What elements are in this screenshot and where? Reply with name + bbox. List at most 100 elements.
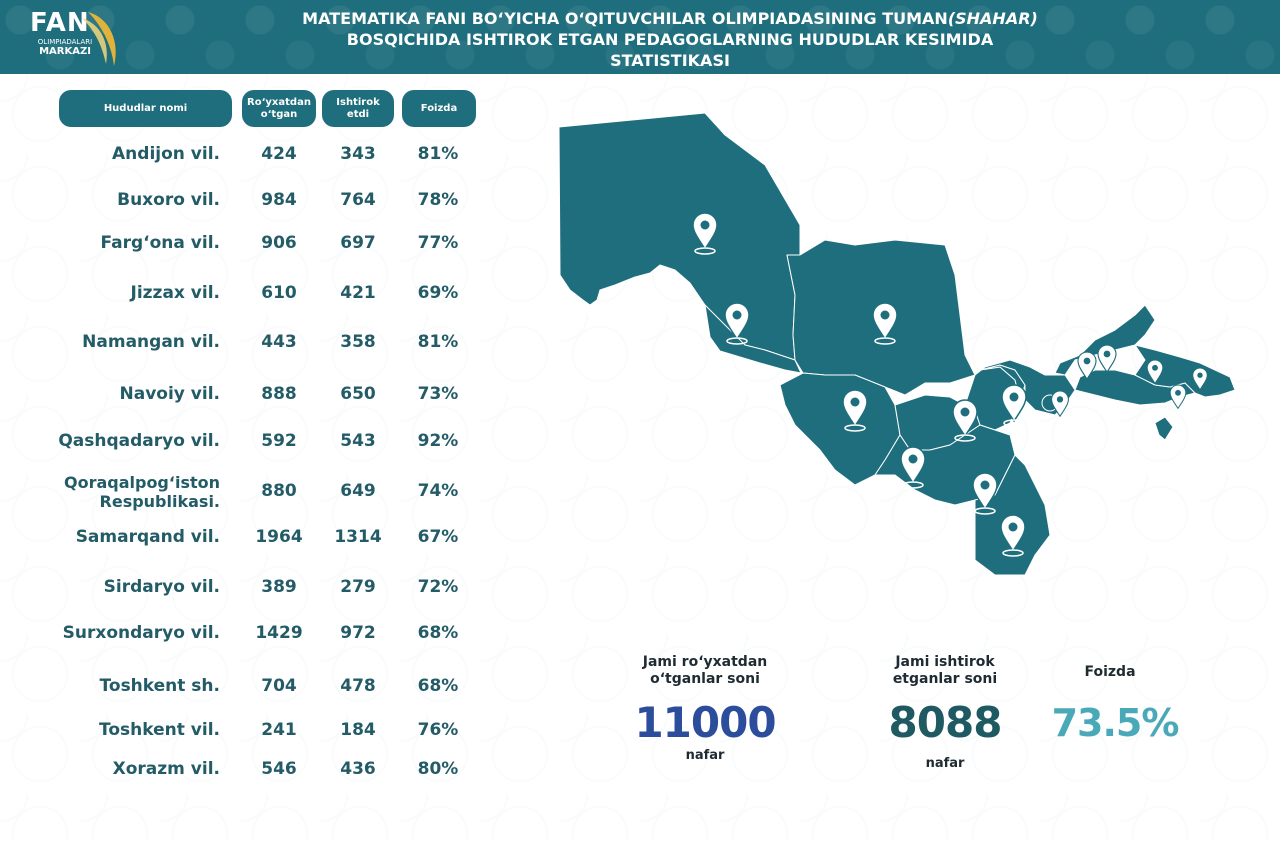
table-row: Xorazm vil. 546 436 80% — [0, 754, 520, 784]
total-participated-value: 8088 — [888, 698, 1003, 747]
table-row: Toshkent vil. 241 184 76% — [0, 715, 520, 745]
logo-line1: OLIMPIADALARI — [37, 38, 93, 46]
participated-count: 343 — [340, 144, 376, 164]
region-name: Jizzax vil. — [130, 282, 221, 303]
table-row: Qashqadaryo vil. 592 543 92% — [0, 426, 520, 456]
total-registered-value: 11000 — [634, 698, 776, 747]
region-name: Namangan vil. — [82, 331, 220, 352]
table-row: Sirdaryo vil. 389 279 72% — [0, 572, 520, 602]
location-pin-icon — [724, 302, 750, 345]
region-name: Toshkent vil. — [99, 719, 220, 740]
percent-value: 81% — [417, 144, 459, 164]
location-pin-icon — [1001, 384, 1027, 427]
location-pin-icon — [872, 302, 898, 345]
region-xorazm — [704, 304, 802, 374]
region-name: Farg‘ona vil. — [100, 232, 220, 253]
logo-brand: FAN — [30, 8, 90, 38]
registered-count: 241 — [261, 720, 297, 740]
registered-count: 1964 — [255, 527, 303, 547]
registered-count: 880 — [261, 481, 297, 501]
location-pin-icon — [972, 472, 998, 515]
header-pattern — [0, 0, 1280, 74]
region-qoraqalpogiston — [558, 112, 801, 361]
location-pin-icon — [952, 399, 978, 442]
participated-count: 650 — [340, 384, 376, 404]
location-pin-icon — [1146, 359, 1164, 385]
title-line1-emphasis: (SHAHAR) — [947, 9, 1038, 28]
percent-value: 68% — [417, 623, 459, 643]
participated-count: 697 — [340, 233, 376, 253]
total-registered-label: Jami ro‘yxatdan o‘tganlar soni — [620, 654, 790, 688]
location-pin-icon — [1097, 344, 1117, 374]
logo-swoosh-icon — [82, 12, 116, 66]
table-row: Qoraqalpog‘iston Respublikasi. 880 649 7… — [0, 473, 520, 511]
registered-count: 546 — [261, 759, 297, 779]
registered-count: 906 — [261, 233, 297, 253]
participated-count: 279 — [340, 577, 376, 597]
column-header-region: Hududlar nomi — [59, 90, 232, 127]
column-header-percent: Foizda — [402, 90, 476, 127]
region-name: Qoraqalpog‘iston Respublikasi. — [63, 473, 220, 511]
region-andijon — [1134, 344, 1236, 398]
logo-line2: MARKAZI — [39, 46, 91, 57]
participated-count: 358 — [340, 332, 376, 352]
column-header-registered: Ro‘yxatdan o‘tgan — [242, 90, 316, 127]
percent-value: 67% — [417, 527, 459, 547]
location-pin-icon — [1000, 514, 1026, 557]
registered-count: 424 — [261, 144, 297, 164]
uzbekistan-map-icon — [558, 112, 1236, 576]
total-participated-label-line1: Jami ishtirok — [895, 654, 995, 670]
registered-count: 984 — [261, 190, 297, 210]
participated-count: 764 — [340, 190, 376, 210]
table-row: Jizzax vil. 610 421 69% — [0, 278, 520, 308]
total-registered-unit: nafar — [685, 748, 725, 763]
column-header-participated: Ishtirok etdi — [322, 90, 394, 127]
region-name: Qashqadaryo vil. — [58, 430, 220, 451]
registered-count: 888 — [261, 384, 297, 404]
map-pins — [692, 212, 1208, 557]
total-percent-value: 73.5% — [1051, 701, 1180, 745]
percent-value: 73% — [417, 384, 459, 404]
percent-value: 72% — [417, 577, 459, 597]
location-pin-icon — [1077, 351, 1097, 381]
location-pin-icon — [1192, 367, 1208, 391]
percent-value: 69% — [417, 283, 459, 303]
participated-count: 1314 — [334, 527, 382, 547]
region-name: Sirdaryo vil. — [103, 576, 220, 597]
percent-value: 76% — [417, 720, 459, 740]
participated-count: 436 — [340, 759, 376, 779]
region-name: Navoiy vil. — [119, 383, 220, 404]
registered-count: 443 — [261, 332, 297, 352]
registered-count: 704 — [261, 676, 297, 696]
title-line1: MATEMATIKA FANI BO‘YICHA O‘QITUVCHILAR O… — [302, 9, 948, 28]
page-title: MATEMATIKA FANI BO‘YICHA O‘QITUVCHILAR O… — [230, 8, 1110, 71]
percent-value: 68% — [417, 676, 459, 696]
location-pin-icon — [842, 389, 868, 432]
table-row: Namangan vil. 443 358 81% — [0, 327, 520, 357]
location-pin-icon — [1051, 390, 1069, 418]
percent-value: 80% — [417, 759, 459, 779]
registered-count: 610 — [261, 283, 297, 303]
percent-value: 78% — [417, 190, 459, 210]
participated-count: 649 — [340, 481, 376, 501]
total-participated-unit: nafar — [925, 756, 965, 771]
total-participated-label-line2: etganlar soni — [892, 671, 998, 687]
title-line2: BOSQICHIDA ISHTIROK ETGAN PEDAGOGLARNING… — [346, 30, 994, 49]
percent-value: 92% — [417, 431, 459, 451]
registered-count: 592 — [261, 431, 297, 451]
title-line3: STATISTIKASI — [610, 51, 730, 70]
registered-count: 389 — [261, 577, 297, 597]
location-pin-icon — [900, 446, 926, 489]
table-row: Farg‘ona vil. 906 697 77% — [0, 228, 520, 258]
percent-value: 81% — [417, 332, 459, 352]
participated-count: 478 — [340, 676, 376, 696]
table-row: Navoiy vil. 888 650 73% — [0, 379, 520, 409]
participated-count: 421 — [340, 283, 376, 303]
table-row: Surxondaryo vil. 1429 972 68% — [0, 618, 520, 648]
participated-count: 543 — [340, 431, 376, 451]
registered-count: 1429 — [255, 623, 303, 643]
total-participated-label: Jami ishtirok etganlar soni — [865, 654, 1025, 688]
region-buxoro — [779, 372, 901, 486]
region-name: Andijon vil. — [112, 143, 220, 164]
region-name: Toshkent sh. — [99, 675, 220, 696]
